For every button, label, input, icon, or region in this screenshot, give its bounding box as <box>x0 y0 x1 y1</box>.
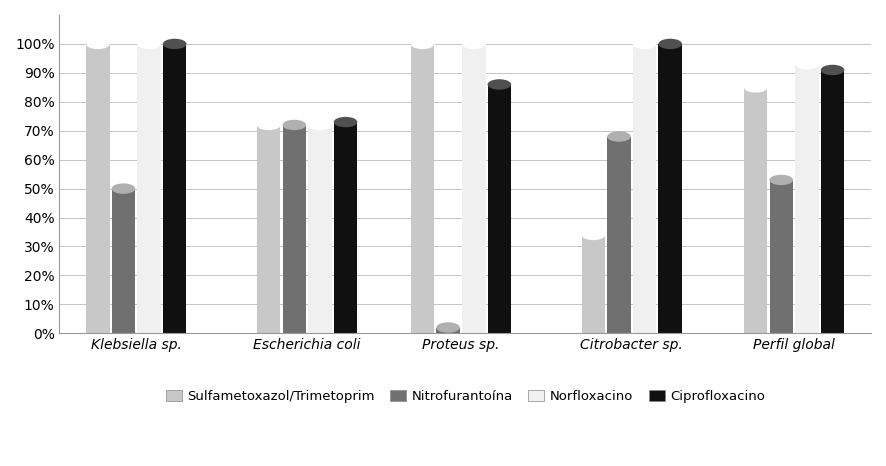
Ellipse shape <box>411 39 434 49</box>
Ellipse shape <box>658 39 682 49</box>
Ellipse shape <box>633 39 657 49</box>
Bar <box>334 122 357 333</box>
Bar <box>658 44 682 333</box>
Legend: Sulfametoxazol/Trimetoprim, Nitrofurantoína, Norfloxacino, Ciprofloxacino: Sulfametoxazol/Trimetoprim, Nitrofuranto… <box>160 384 770 408</box>
Ellipse shape <box>308 120 331 130</box>
Ellipse shape <box>820 65 844 75</box>
Ellipse shape <box>283 120 306 130</box>
Ellipse shape <box>581 230 605 240</box>
Ellipse shape <box>257 120 281 130</box>
Ellipse shape <box>795 59 819 69</box>
Ellipse shape <box>86 39 110 49</box>
Bar <box>820 70 844 333</box>
Bar <box>411 44 434 333</box>
Bar <box>257 125 281 333</box>
Ellipse shape <box>462 39 486 49</box>
Bar <box>462 44 486 333</box>
Bar <box>607 137 631 333</box>
Bar <box>112 189 136 333</box>
Bar <box>795 64 819 333</box>
Ellipse shape <box>112 184 136 194</box>
Bar <box>633 44 657 333</box>
Bar <box>744 87 767 333</box>
Ellipse shape <box>487 79 511 89</box>
Bar <box>770 180 793 333</box>
Ellipse shape <box>436 322 460 333</box>
Ellipse shape <box>137 39 161 49</box>
Ellipse shape <box>744 82 767 93</box>
Ellipse shape <box>334 117 357 127</box>
Bar <box>487 84 511 333</box>
Bar <box>283 125 306 333</box>
Bar <box>163 44 186 333</box>
Bar <box>581 235 605 333</box>
Ellipse shape <box>607 131 631 142</box>
Ellipse shape <box>770 175 793 185</box>
Ellipse shape <box>163 39 186 49</box>
Bar <box>308 125 331 333</box>
Bar <box>137 44 161 333</box>
Bar <box>436 328 460 333</box>
Bar <box>86 44 110 333</box>
